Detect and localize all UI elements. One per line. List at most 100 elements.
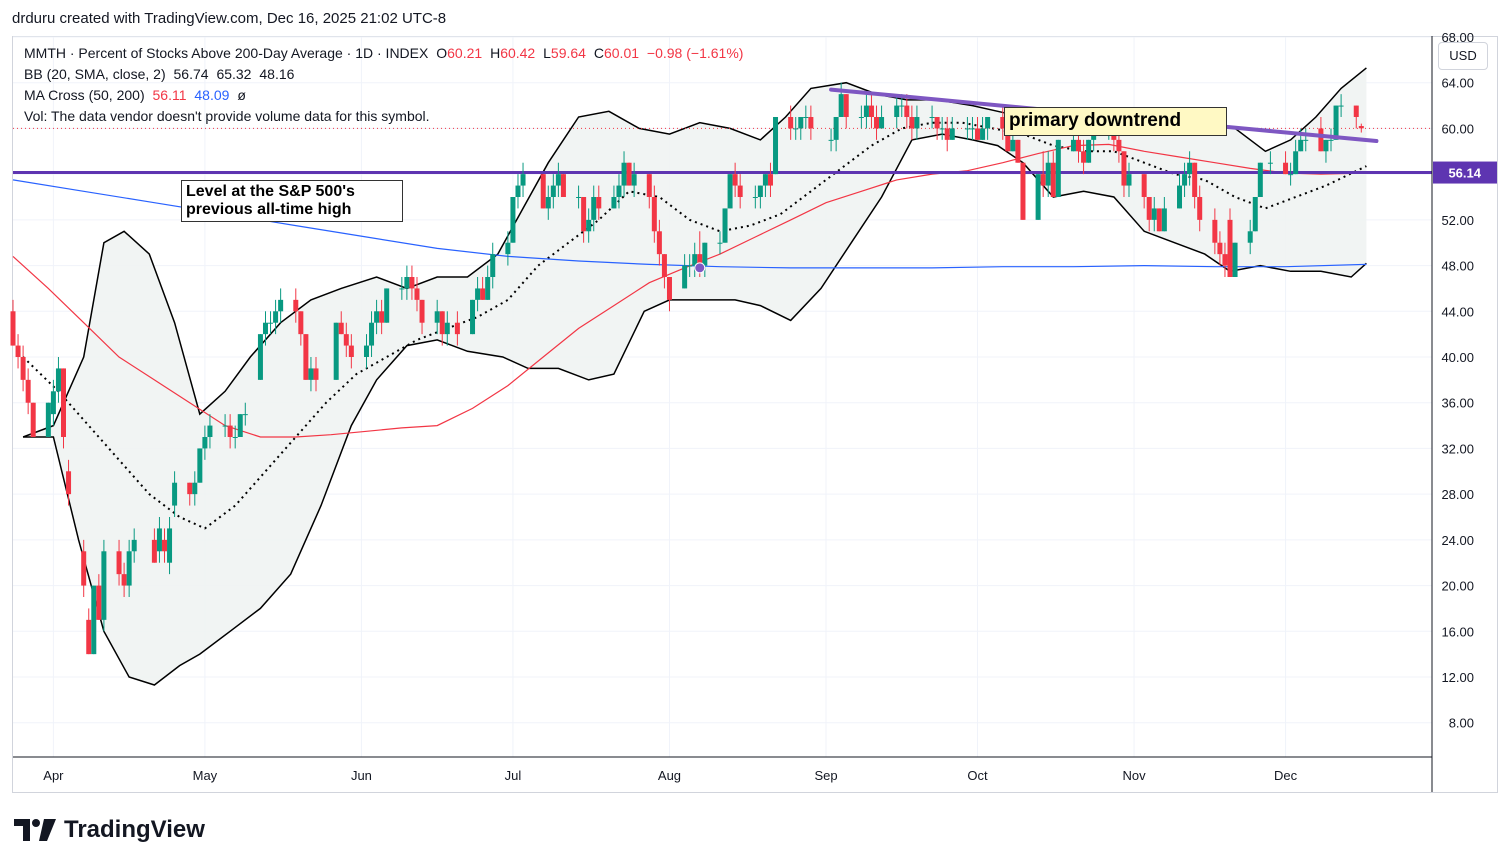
candle [303, 334, 309, 380]
candle [1217, 231, 1223, 266]
candle [767, 162, 773, 197]
candle-body [737, 185, 743, 197]
annotation-ath-level[interactable]: Level at the S&P 500's previous all-time… [181, 180, 403, 222]
candle-body [631, 174, 637, 186]
bb-lower-line [23, 133, 1367, 686]
candle-body [262, 322, 268, 335]
candle [1252, 197, 1258, 232]
candle-body [348, 345, 354, 357]
candle-body [596, 197, 602, 209]
candle [798, 117, 804, 140]
legend-ma-v2: 48.09 [194, 87, 230, 103]
candle-body [868, 105, 874, 117]
candle [752, 185, 758, 209]
candle [207, 414, 213, 449]
candle [242, 402, 248, 426]
candle-body [86, 619, 92, 655]
candle-body [626, 162, 632, 186]
candle [409, 265, 415, 300]
candle [1182, 162, 1188, 197]
candle-body [894, 105, 900, 117]
candle-body [338, 322, 344, 335]
candle-body [697, 254, 703, 266]
candle [540, 174, 546, 209]
candle-body [929, 117, 935, 118]
y-tick-label: 24.00 [1441, 533, 1474, 548]
candle-body [980, 128, 986, 140]
x-tick-label: Sep [814, 768, 837, 783]
candle [161, 528, 167, 563]
candle-body [293, 299, 299, 312]
candle-body [470, 299, 476, 335]
candle-body [757, 185, 763, 197]
candle [727, 174, 733, 209]
candle [101, 539, 107, 632]
candle [934, 117, 940, 140]
candle [1353, 105, 1359, 129]
candle-body [369, 322, 375, 346]
candle-body [1192, 162, 1198, 197]
currency-button[interactable]: USD [1438, 42, 1488, 70]
candle-body [1055, 139, 1061, 197]
candle-body [343, 334, 349, 346]
candle-body [879, 117, 885, 129]
candle-body [81, 551, 87, 586]
candle [55, 357, 61, 403]
annotation-downtrend[interactable]: primary downtrend [1004, 107, 1227, 136]
candle [1000, 105, 1006, 140]
candle [687, 254, 693, 277]
x-tick-label: May [193, 768, 218, 783]
candle-body [91, 585, 97, 655]
candle [369, 311, 375, 357]
candle-body [197, 448, 203, 483]
candle-body [172, 482, 178, 506]
candle-body [1298, 139, 1304, 152]
candle-body [550, 185, 556, 197]
candle [505, 231, 511, 266]
candle [1081, 139, 1087, 175]
candle [560, 174, 566, 197]
candle-body [762, 174, 768, 186]
y-tick-label: 60.00 [1441, 121, 1474, 136]
candle [298, 311, 304, 346]
candle-body [232, 437, 238, 438]
candle-body [298, 311, 304, 335]
candle [187, 482, 193, 506]
candle-body [646, 174, 652, 197]
candle-body [101, 551, 107, 620]
candle [732, 162, 738, 197]
candle [1328, 128, 1334, 152]
candle [116, 539, 122, 586]
candle-body [828, 139, 834, 141]
candle [576, 185, 582, 209]
candle-body [1222, 254, 1228, 266]
candle-body [1252, 197, 1258, 232]
candle-body [404, 277, 410, 289]
candle [202, 425, 208, 460]
candle-body [1020, 162, 1026, 220]
candle [646, 174, 652, 209]
x-tick-label: Jun [351, 768, 372, 783]
candle [762, 174, 768, 197]
candle [485, 265, 491, 300]
candle-body [611, 197, 617, 209]
candle-body [586, 219, 592, 232]
candle [868, 94, 874, 129]
candle [858, 105, 864, 129]
candle-body [1323, 139, 1329, 152]
legend-high: 60.42 [500, 45, 536, 61]
candle-body [222, 425, 228, 427]
candle-body [914, 117, 920, 129]
candle-body [899, 105, 905, 107]
candle [1333, 105, 1339, 140]
tradingview-brand[interactable]: TradingView [14, 816, 205, 844]
candle-body [616, 185, 622, 197]
candle-body [838, 94, 844, 117]
candle [1338, 94, 1344, 117]
candle [480, 277, 486, 300]
candle [1035, 174, 1041, 220]
candle [81, 539, 87, 597]
candle-body [1247, 231, 1253, 243]
candle [1187, 151, 1193, 186]
